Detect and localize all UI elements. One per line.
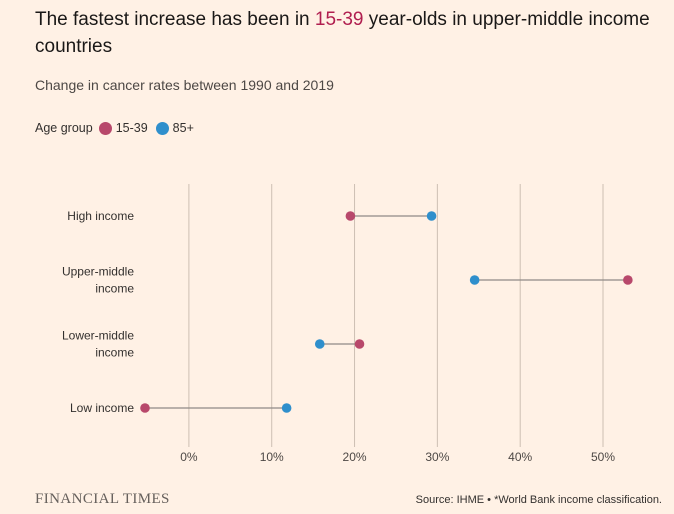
dot-low-income-85plus (281, 403, 292, 413)
x-tick-label-50: 50% (591, 450, 615, 464)
ft-brand-logo: FINANCIAL TIMES (35, 491, 170, 507)
dot-low-income-15-39 (140, 403, 150, 413)
legend-title: Age group (35, 121, 93, 135)
chart-title: The fastest increase has been in 15-39 y… (35, 6, 655, 60)
category-label-high-income: High income (67, 209, 134, 223)
legend: Age group 15-39 85+ (35, 121, 202, 135)
category-label-line: income (95, 346, 134, 360)
x-tick-label-20: 20% (343, 450, 367, 464)
x-tick-label-40: 40% (508, 450, 532, 464)
category-label-line: High income (67, 209, 134, 223)
title-text-after: year-olds in upper-middle income countri… (35, 9, 650, 57)
dot-upper-middle-income-15-39 (623, 275, 633, 285)
title-highlight: 15-39 (314, 9, 364, 30)
category-label-low-income: Low income (70, 401, 134, 415)
source-note: Source: IHME • *World Bank income classi… (415, 494, 662, 506)
legend-label-15-39: 15-39 (115, 121, 148, 135)
legend-item-15-39: 15-39 (98, 121, 148, 135)
x-tick-label-0: 0% (180, 450, 198, 464)
dot-high-income-15-39 (345, 211, 356, 221)
dot-lower-middle-income-85plus (314, 339, 325, 349)
legend-dot-15-39 (98, 121, 112, 135)
dot-lower-middle-income-15-39 (354, 339, 365, 349)
chart-subtitle: Change in cancer rates between 1990 and … (35, 77, 334, 93)
category-label-line: income (95, 282, 134, 296)
legend-dot-85-plus (155, 121, 169, 135)
category-label-line: Lower-middle (62, 329, 134, 343)
category-label-upper-middle-income: Upper-middle income (62, 265, 134, 296)
dot-upper-middle-income-85plus (469, 275, 480, 285)
category-label-lower-middle-income: Lower-middle income (62, 329, 134, 360)
title-text-before: The fastest increase has been in (35, 9, 315, 30)
dumbbell-chart: 0% 10% 20% 30% 40% 50% High income Upper-middle… (62, 184, 633, 464)
x-tick-label-30: 30% (425, 450, 449, 464)
category-label-line: Upper-middle (62, 265, 134, 279)
dot-high-income-85plus (426, 211, 437, 221)
x-tick-label-10: 10% (260, 450, 284, 464)
legend-label-85-plus: 85+ (172, 121, 194, 135)
category-label-line: Low income (70, 401, 134, 415)
legend-item-85-plus: 85+ (155, 121, 194, 135)
